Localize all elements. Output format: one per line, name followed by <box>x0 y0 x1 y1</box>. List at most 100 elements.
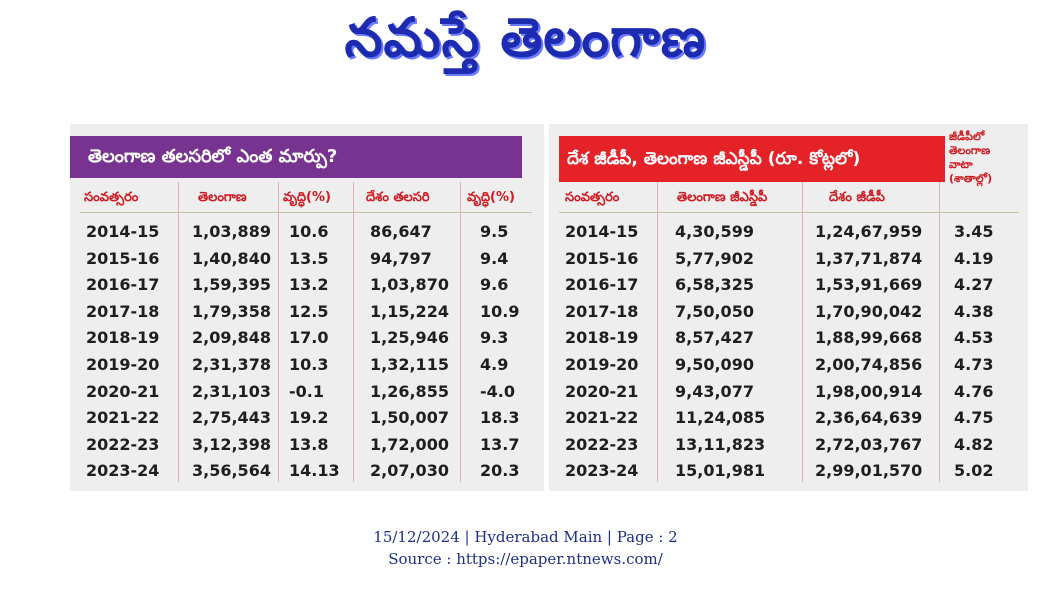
telangana-growth-cell: 13.5 <box>289 248 329 268</box>
telangana-growth-cell: 10.3 <box>289 355 329 374</box>
telangana-per-capita-cell: 3,56,564 <box>192 461 271 481</box>
telangana-growth-cell: 17.0 <box>289 328 329 348</box>
telangana-gsdp-cell: 5,77,902 <box>675 248 754 268</box>
india-per-capita-cell: 1,72,000 <box>370 434 449 454</box>
table-row: 2021-22 11,24,085 2,36,64,639 4.75 <box>549 405 1028 432</box>
telangana-share-cell: 3.45 <box>954 222 994 241</box>
table-row: 2014-15 4,30,599 1,24,67,959 3.45 <box>549 219 1028 246</box>
column-divider <box>939 182 940 482</box>
table-row: 2015-16 1,40,840 13.5 94,797 9.4 <box>70 246 544 273</box>
telangana-share-cell: 4.19 <box>954 248 994 268</box>
telangana-gsdp-cell: 7,50,050 <box>675 301 754 321</box>
header-rule <box>80 212 532 213</box>
left-header-india: దేశం తలసరి <box>366 190 430 205</box>
newspaper-masthead: నమస్తే తెలంగాణ <box>344 6 707 69</box>
india-gdp-cell: 2,00,74,856 <box>815 355 923 374</box>
telangana-share-cell: 4.53 <box>954 328 994 348</box>
india-per-capita-cell: 86,647 <box>370 222 432 241</box>
column-divider <box>657 182 658 482</box>
table-row: 2019-20 9,50,090 2,00,74,856 4.73 <box>549 352 1028 379</box>
table-row: 2016-17 6,58,325 1,53,91,669 4.27 <box>549 272 1028 299</box>
india-gdp-cell: 1,98,00,914 <box>815 381 923 401</box>
telangana-per-capita-cell: 2,31,103 <box>192 381 271 401</box>
year-cell: 2016-17 <box>565 275 639 295</box>
india-growth-cell: 9.6 <box>480 275 509 295</box>
telangana-share-cell: 5.02 <box>954 461 994 481</box>
column-divider <box>278 182 279 482</box>
share-header-line: జీడీపీలో <box>949 130 985 143</box>
india-growth-cell: 10.9 <box>480 301 520 321</box>
year-cell: 2019-20 <box>565 355 639 374</box>
telangana-growth-cell: 19.2 <box>289 408 329 428</box>
telangana-per-capita-cell: 2,31,378 <box>192 355 271 374</box>
telangana-growth-cell: 14.13 <box>289 461 340 481</box>
year-cell: 2022-23 <box>86 434 160 454</box>
year-cell: 2018-19 <box>86 328 160 348</box>
telangana-share-cell: 4.38 <box>954 301 994 321</box>
table-row: 2023-24 3,56,564 14.13 2,07,030 20.3 <box>70 458 544 485</box>
year-cell: 2023-24 <box>565 461 639 481</box>
india-growth-cell: -4.0 <box>480 381 515 401</box>
table-row: 2021-22 2,75,443 19.2 1,50,007 18.3 <box>70 405 544 432</box>
table-row: 2018-19 2,09,848 17.0 1,25,946 9.3 <box>70 325 544 352</box>
year-cell: 2021-22 <box>86 408 160 428</box>
year-cell: 2017-18 <box>565 301 639 321</box>
left-header-india-growth: వృద్ధి(%) <box>467 190 515 205</box>
telangana-per-capita-cell: 2,09,848 <box>192 328 271 348</box>
table-row: 2018-19 8,57,427 1,88,99,668 4.53 <box>549 325 1028 352</box>
telangana-growth-cell: 12.5 <box>289 301 329 321</box>
telangana-per-capita-cell: 2,75,443 <box>192 408 271 428</box>
india-per-capita-cell: 94,797 <box>370 248 432 268</box>
india-per-capita-cell: 1,25,946 <box>370 328 449 348</box>
share-header-line: (శాతాల్లో) <box>949 172 993 185</box>
telangana-gsdp-cell: 13,11,823 <box>675 434 766 454</box>
year-cell: 2019-20 <box>86 355 160 374</box>
footer-date-edition: 15/12/2024 | Hyderabad Main | Page : 2 <box>373 528 678 546</box>
table-row: 2015-16 5,77,902 1,37,71,874 4.19 <box>549 246 1028 273</box>
table-row: 2019-20 2,31,378 10.3 1,32,115 4.9 <box>70 352 544 379</box>
india-growth-cell: 13.7 <box>480 434 520 454</box>
telangana-share-cell: 4.27 <box>954 275 994 295</box>
telangana-share-cell: 4.75 <box>954 408 994 428</box>
column-divider <box>460 182 461 482</box>
telangana-per-capita-cell: 1,03,889 <box>192 222 271 241</box>
gdp-title: దేశ జీడీపీ, తెలంగాణ జీఎస్డీపీ (రూ. కోట్ల… <box>559 136 945 182</box>
right-header-year: సంవత్సరం <box>565 190 620 205</box>
share-header-line: తెలంగాణ <box>949 144 991 157</box>
telangana-gsdp-cell: 9,50,090 <box>675 355 754 374</box>
india-gdp-cell: 2,36,64,639 <box>815 408 923 428</box>
telangana-gsdp-cell: 6,58,325 <box>675 275 754 295</box>
telangana-gsdp-cell: 4,30,599 <box>675 222 754 241</box>
telangana-gsdp-cell: 8,57,427 <box>675 328 754 348</box>
year-cell: 2020-21 <box>565 381 639 401</box>
left-header-year: సంవత్సరం <box>84 190 139 205</box>
right-header-gsdp: తెలంగాణ జీఎస్డీపీ <box>677 190 768 205</box>
column-divider <box>178 182 179 482</box>
telangana-share-cell: 4.76 <box>954 381 994 401</box>
year-cell: 2014-15 <box>565 222 639 241</box>
india-growth-cell: 9.4 <box>480 248 509 268</box>
telangana-per-capita-cell: 3,12,398 <box>192 434 271 454</box>
telangana-per-capita-cell: 1,59,395 <box>192 275 271 295</box>
telangana-share-cell: 4.73 <box>954 355 994 374</box>
telangana-growth-cell: 10.6 <box>289 222 329 241</box>
telangana-growth-cell: 13.8 <box>289 434 329 454</box>
telangana-per-capita-cell: 1,40,840 <box>192 248 271 268</box>
india-gdp-cell: 2,72,03,767 <box>815 434 923 454</box>
year-cell: 2021-22 <box>565 408 639 428</box>
telangana-gsdp-cell: 15,01,981 <box>675 461 766 481</box>
year-cell: 2018-19 <box>565 328 639 348</box>
share-header: జీడీపీలో తెలంగాణ వాటా (శాతాల్లో) <box>949 130 1027 186</box>
year-cell: 2020-21 <box>86 381 160 401</box>
telangana-share-cell: 4.82 <box>954 434 994 454</box>
india-gdp-cell: 1,53,91,669 <box>815 275 923 295</box>
table-row: 2020-21 9,43,077 1,98,00,914 4.76 <box>549 379 1028 406</box>
year-cell: 2014-15 <box>86 222 160 241</box>
india-per-capita-cell: 1,15,224 <box>370 301 449 321</box>
clipped-text-line <box>72 95 952 105</box>
year-cell: 2023-24 <box>86 461 160 481</box>
india-growth-cell: 9.5 <box>480 222 509 241</box>
per-capita-income-table: తెలంగాణ తలసరిలో ఎంత మార్పు? సంవత్సరం తెల… <box>70 124 544 491</box>
telangana-gsdp-cell: 9,43,077 <box>675 381 754 401</box>
table-row: 2023-24 15,01,981 2,99,01,570 5.02 <box>549 458 1028 485</box>
